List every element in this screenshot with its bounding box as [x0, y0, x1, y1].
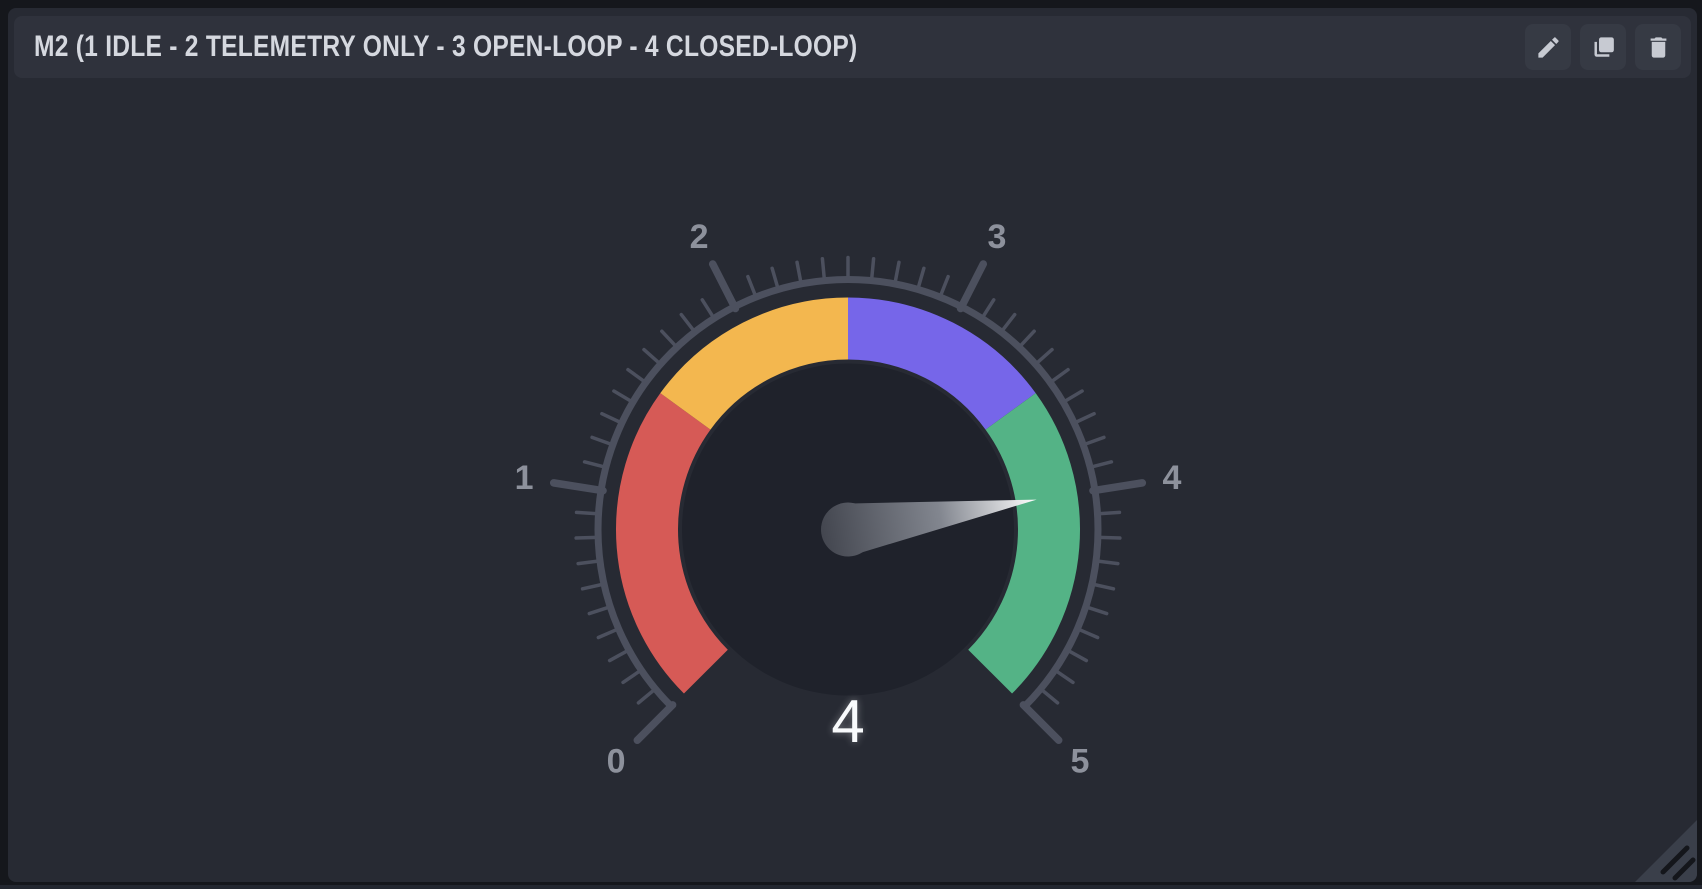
edit-button[interactable] [1525, 24, 1571, 70]
gauge-widget-panel: M2 (1 IDLE - 2 TELEMETRY ONLY - 3 OPEN-L… [8, 8, 1697, 882]
widget-titlebar[interactable]: M2 (1 IDLE - 2 TELEMETRY ONLY - 3 OPEN-L… [14, 16, 1691, 78]
duplicate-button[interactable] [1580, 24, 1626, 70]
widget-title: M2 (1 IDLE - 2 TELEMETRY ONLY - 3 OPEN-L… [34, 30, 858, 63]
trash-icon [1645, 34, 1672, 61]
adjacent-panel-edge [0, 885, 1702, 889]
resize-corner-triangle [1635, 820, 1697, 882]
widget-actions [1525, 24, 1681, 70]
resize-handle[interactable] [1635, 820, 1697, 882]
pencil-icon [1535, 34, 1562, 61]
copy-icon [1590, 34, 1617, 61]
delete-button[interactable] [1635, 24, 1681, 70]
